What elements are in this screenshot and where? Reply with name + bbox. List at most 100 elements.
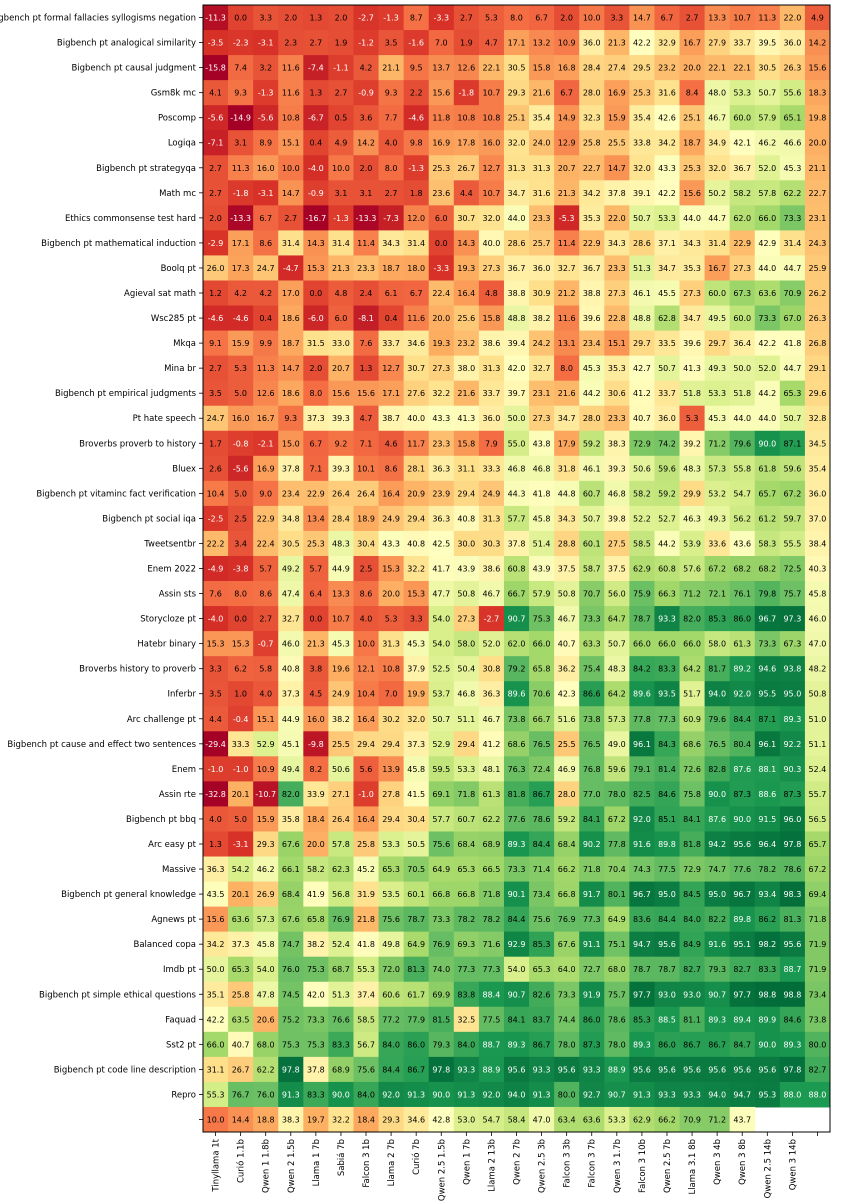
cell-value-label: 53.3 (658, 214, 676, 223)
cell-value-label: 95.0 (783, 690, 801, 699)
cell-value-label: 89.3 (508, 1040, 526, 1049)
cell-value-label: 43.6 (733, 539, 751, 548)
cell-value-label: 2.0 (309, 364, 322, 373)
column-label: Llama 1 7b (312, 1139, 322, 1186)
cell-value-label: 10.8 (382, 665, 400, 674)
cell-value-label: 8.0 (510, 14, 523, 23)
cell-value-label: 82.6 (533, 990, 551, 999)
heatmap-cell (729, 80, 756, 106)
cell-value-label: 52.4 (332, 940, 350, 949)
heatmap-cell (579, 80, 605, 106)
cell-value-label: 80.4 (733, 740, 751, 749)
cell-value-label: 23.6 (432, 189, 450, 198)
heatmap-cell (278, 55, 304, 81)
cell-value-label: 4.0 (360, 615, 373, 624)
cell-value-label: 39.6 (683, 339, 701, 348)
cell-value-label: 42.9 (758, 239, 776, 248)
cell-value-label: 27.3 (733, 264, 751, 273)
cell-value-label: -15.8 (205, 64, 226, 73)
cell-value-label: 77.3 (583, 915, 601, 924)
cell-value-label: 73.8 (583, 715, 601, 724)
cell-value-label: 92.0 (733, 690, 751, 699)
cell-value-label: 27.3 (432, 364, 450, 373)
cell-value-label: 34.6 (407, 339, 425, 348)
column-label: Sabiá 7b (337, 1139, 347, 1176)
cell-value-label: 18.7 (683, 139, 701, 148)
cell-value-label: 7.0 (385, 690, 398, 699)
cell-value-label: 79.8 (758, 590, 776, 599)
cell-value-label: 65.1 (783, 114, 801, 123)
cell-value-label: 4.6 (385, 439, 398, 448)
heatmap-cell (428, 105, 455, 131)
cell-value-label: 53.3 (733, 89, 751, 98)
cell-value-label: 15.9 (257, 815, 275, 824)
cell-value-label: 75.3 (282, 1040, 300, 1049)
cell-value-label: 75.7 (608, 990, 626, 999)
cell-value-label: 39.3 (332, 414, 350, 423)
cell-value-label: 42.0 (508, 364, 526, 373)
cell-value-label: 79.1 (633, 765, 651, 774)
heatmap-cell (529, 30, 555, 56)
cell-value-label: 3.1 (234, 139, 247, 148)
cell-value-label: 94.0 (708, 1090, 726, 1099)
cell-value-label: 48.0 (708, 89, 726, 98)
row-label: Sst2 pt (166, 1040, 197, 1050)
cell-value-label: 32.7 (533, 364, 551, 373)
cell-value-label: 60.7 (583, 489, 601, 498)
cell-value-label: 30.6 (608, 389, 626, 398)
cell-value-label: 46.1 (633, 289, 651, 298)
cell-value-label: 78.7 (407, 915, 425, 924)
heatmap-cell (303, 55, 329, 81)
cell-value-label: 95.6 (658, 940, 676, 949)
cell-value-label: 0.0 (234, 615, 247, 624)
cell-value-label: 21.8 (357, 915, 375, 924)
cell-value-label: 64.2 (683, 665, 701, 674)
cell-value-label: 45.8 (533, 514, 551, 523)
cell-value-label: 9.2 (335, 439, 348, 448)
cell-value-label: 37.3 (282, 690, 300, 699)
cell-value-label: 14.2 (809, 39, 827, 48)
cell-value-label: 34.7 (683, 314, 701, 323)
cell-value-label: 3.1 (360, 189, 373, 198)
heatmap-cell (478, 55, 505, 81)
cell-value-label: 82.2 (708, 915, 726, 924)
cell-value-label: 71.9 (809, 940, 827, 949)
cell-value-label: 89.3 (708, 1015, 726, 1024)
cell-value-label: 50.0 (207, 965, 225, 974)
cell-value-label: 50.7 (783, 414, 801, 423)
cell-value-label: 21.6 (533, 89, 551, 98)
cell-value-label: 37.8 (508, 539, 526, 548)
cell-value-label: 88.7 (783, 965, 801, 974)
cell-value-label: 91.3 (407, 1090, 425, 1099)
cell-value-label: 15.3 (232, 640, 250, 649)
cell-value-label: 19.3 (457, 264, 475, 273)
cell-value-label: -0.9 (308, 189, 324, 198)
heatmap-cell (228, 55, 254, 81)
cell-value-label: 57.7 (432, 815, 450, 824)
cell-value-label: 43.3 (432, 414, 450, 423)
cell-value-label: 67.3 (733, 289, 751, 298)
row-label: Mkqa (173, 339, 196, 349)
cell-value-label: 10.0 (583, 14, 601, 23)
cell-value-label: 62.9 (633, 1115, 651, 1124)
cell-value-label: 84.4 (658, 915, 676, 924)
heatmap-cell (804, 30, 831, 56)
cell-value-label: 95.6 (683, 1065, 701, 1074)
cell-value-label: 21.3 (307, 640, 325, 649)
cell-value-label: 12.6 (457, 64, 475, 73)
cell-value-label: 25.1 (683, 114, 701, 123)
cell-value-label: 48.2 (809, 665, 827, 674)
row-label: Repro (171, 1090, 196, 1100)
heatmap-cell (554, 30, 580, 56)
cell-value-label: 34.7 (508, 189, 526, 198)
cell-value-label: 59.6 (608, 765, 626, 774)
cell-value-label: 31.3 (508, 164, 526, 173)
cell-value-label: 87.6 (708, 815, 726, 824)
cell-value-label: 16.7 (708, 264, 726, 273)
cell-value-label: 97.7 (633, 990, 651, 999)
heatmap-cell (679, 5, 706, 31)
row-label: Enem 2022 (147, 565, 196, 575)
cell-value-label: 9.9 (259, 339, 272, 348)
row-label: Poscomp (158, 114, 196, 124)
heatmap-cell (579, 5, 605, 31)
